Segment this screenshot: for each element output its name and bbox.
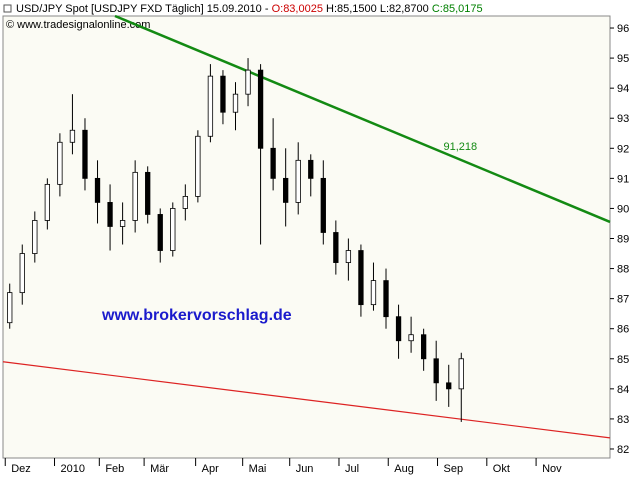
y-tick-label: 85	[617, 354, 629, 366]
title-part: O:83,0025	[272, 3, 323, 15]
plot-area	[2, 15, 611, 459]
candle-body	[107, 202, 113, 227]
icon	[3, 4, 12, 13]
candle-body	[295, 159, 301, 203]
candle-body	[145, 171, 151, 215]
candle-body	[220, 75, 226, 113]
title-part: USD/JPY Spot [USDJPY FXD Täglich] 15.09.…	[16, 3, 272, 15]
candle-body	[333, 232, 339, 263]
candle-body	[82, 129, 88, 179]
candle-body	[245, 69, 251, 95]
candle-body	[207, 75, 214, 137]
y-tick-label: 83	[617, 414, 629, 426]
candle-body	[157, 214, 163, 251]
trendline-label: 91,218	[443, 141, 477, 153]
x-tick-label: Nov	[542, 463, 562, 475]
candle-body	[44, 183, 50, 221]
candle-body	[32, 220, 38, 254]
x-tick-label: Feb	[105, 463, 124, 475]
candle-body	[57, 141, 63, 185]
x-tick-label: Mär	[150, 463, 169, 475]
y-tick-label: 91	[617, 173, 629, 185]
candle-body	[420, 334, 427, 360]
watermark: www.brokervorschlag.de	[101, 307, 292, 324]
y-tick-label: 92	[617, 143, 629, 155]
x-tick-label: Okt	[493, 463, 510, 475]
y-tick-label: 96	[617, 23, 629, 35]
candle-body	[257, 69, 264, 149]
candle-body	[408, 334, 414, 342]
y-tick-label: 88	[617, 264, 629, 276]
y-tick-label: 95	[617, 53, 629, 65]
candle-body	[320, 177, 326, 233]
candle-body	[195, 135, 201, 197]
candle-body	[132, 171, 138, 221]
candle-body	[232, 93, 239, 113]
x-tick-label: Jun	[296, 463, 314, 475]
candle-body	[7, 292, 13, 324]
x-tick-label: 2010	[61, 463, 85, 475]
y-tick-label: 93	[617, 113, 629, 125]
x-tick-label: Aug	[394, 463, 414, 475]
trendline	[2, 361, 611, 439]
candle-body	[119, 220, 126, 227]
y-tick-label: 89	[617, 234, 629, 246]
title-part: H:85,1500 L:82,8700	[323, 3, 432, 15]
x-tick-label: Sep	[444, 463, 464, 475]
y-tick-label: 90	[617, 203, 629, 215]
subtitle: © www.tradesignalonline.com	[6, 19, 150, 31]
candle-body	[270, 147, 276, 179]
title-part: C:85,0175	[432, 3, 483, 15]
candle-body	[395, 316, 402, 342]
candle-body	[433, 358, 439, 384]
candle-body	[182, 196, 188, 209]
x-tick-label: Jul	[345, 463, 359, 475]
y-tick-label: 87	[617, 294, 629, 306]
trendline	[114, 14, 611, 224]
candle-body	[358, 250, 364, 306]
y-tick-label: 84	[617, 384, 629, 396]
candle-body	[170, 208, 176, 251]
x-tick-label: Apr	[202, 463, 219, 475]
candle-body	[308, 159, 314, 179]
candle-body	[19, 253, 25, 294]
y-tick-label: 86	[617, 324, 629, 336]
candle-body	[69, 129, 76, 143]
candle-body	[446, 382, 452, 390]
candle-body	[345, 250, 352, 263]
y-tick-label: 94	[617, 83, 629, 95]
x-tick-label: Mai	[249, 463, 267, 475]
x-tick-label: Dez	[11, 463, 31, 475]
candle-body	[458, 358, 464, 390]
chart-title: USD/JPY Spot [USDJPY FXD Täglich] 15.09.…	[16, 3, 483, 15]
y-tick-label: 82	[617, 444, 629, 456]
candle-body	[370, 280, 377, 306]
candle-body	[94, 177, 101, 203]
candle-body	[283, 177, 289, 203]
candle-body	[383, 280, 389, 318]
